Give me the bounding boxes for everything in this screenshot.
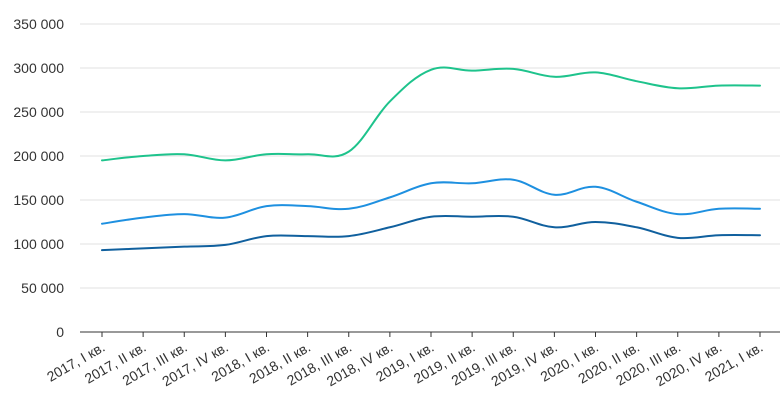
y-tick-label: 100 000 [13, 236, 64, 252]
y-tick-label: 150 000 [13, 192, 64, 208]
axis-layer: 0 50 000 100 000 150 000 200 000 250 000 300 0… [13, 16, 780, 389]
y-tick-label: 0 [56, 324, 64, 340]
y-tick-label: 200 000 [13, 148, 64, 164]
series-layer [101, 66, 761, 252]
grid-layer [80, 23, 780, 289]
y-tick-label: 300 000 [13, 60, 64, 76]
y-tick-label: 350 000 [13, 16, 64, 32]
series-line-1 [101, 66, 761, 162]
series-line-2 [101, 178, 761, 225]
y-tick-label: 50 000 [21, 280, 64, 296]
series-line-3 [101, 214, 761, 252]
y-tick-label: 250 000 [13, 104, 64, 120]
